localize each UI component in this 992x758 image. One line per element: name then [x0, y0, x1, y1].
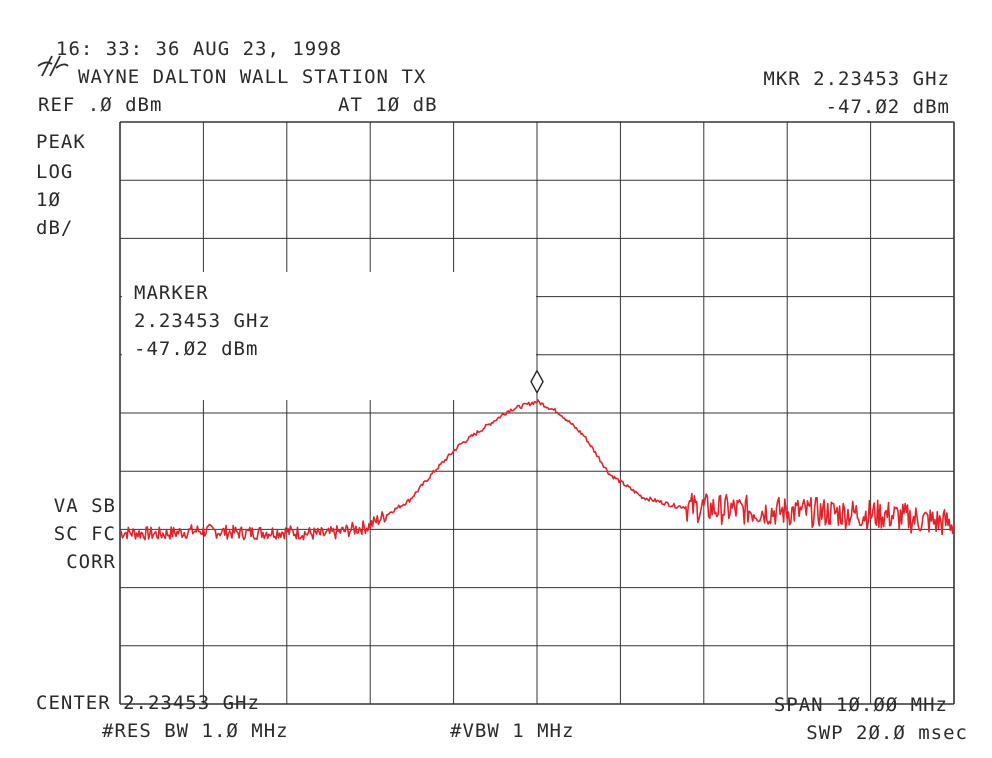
trace-group: [119, 399, 955, 541]
marker-box-frequency: 2.23453 GHz: [134, 310, 271, 332]
reference-level: REF .Ø dBm: [38, 94, 163, 116]
display-title: WAYNE DALTON WALL STATION TX: [78, 66, 427, 88]
graticule: [119, 121, 955, 705]
scale-type: LOG: [36, 161, 74, 183]
spectrum-trace: [119, 399, 955, 541]
sc-fc-label: SC FC: [53, 523, 116, 545]
center-frequency: CENTER 2.23453 GHz: [36, 692, 260, 714]
marker-box-mask: [122, 272, 536, 400]
timestamp: 16: 33: 36 AUG 23, 1998: [56, 38, 343, 60]
scale-value: 1Ø: [36, 189, 61, 211]
marker-box-title: MARKER: [134, 282, 209, 304]
attenuation: AT 1Ø dB: [338, 94, 438, 116]
scale-unit: dB/: [36, 217, 74, 239]
marker-box-level: -47.Ø2 dBm: [134, 338, 259, 360]
detector-mode: PEAK: [36, 131, 86, 153]
va-sb-label: VA SB: [53, 495, 116, 517]
marker-level-readout: -47.Ø2 dBm: [825, 96, 950, 118]
sweep-time: SWP 2Ø.Ø msec: [806, 722, 968, 744]
marker-frequency-readout: MKR 2.23453 GHz: [763, 68, 950, 90]
resolution-bandwidth: #RES BW 1.Ø MHz: [102, 720, 289, 742]
video-bandwidth: #VBW 1 MHz: [450, 720, 575, 742]
hp-logo-icon: [37, 55, 69, 77]
diamond-marker-icon: [530, 369, 544, 395]
corr-label: CORR: [66, 551, 116, 573]
frequency-span: SPAN 1Ø.ØØ MHz: [773, 694, 948, 716]
marker-group: [530, 369, 544, 395]
